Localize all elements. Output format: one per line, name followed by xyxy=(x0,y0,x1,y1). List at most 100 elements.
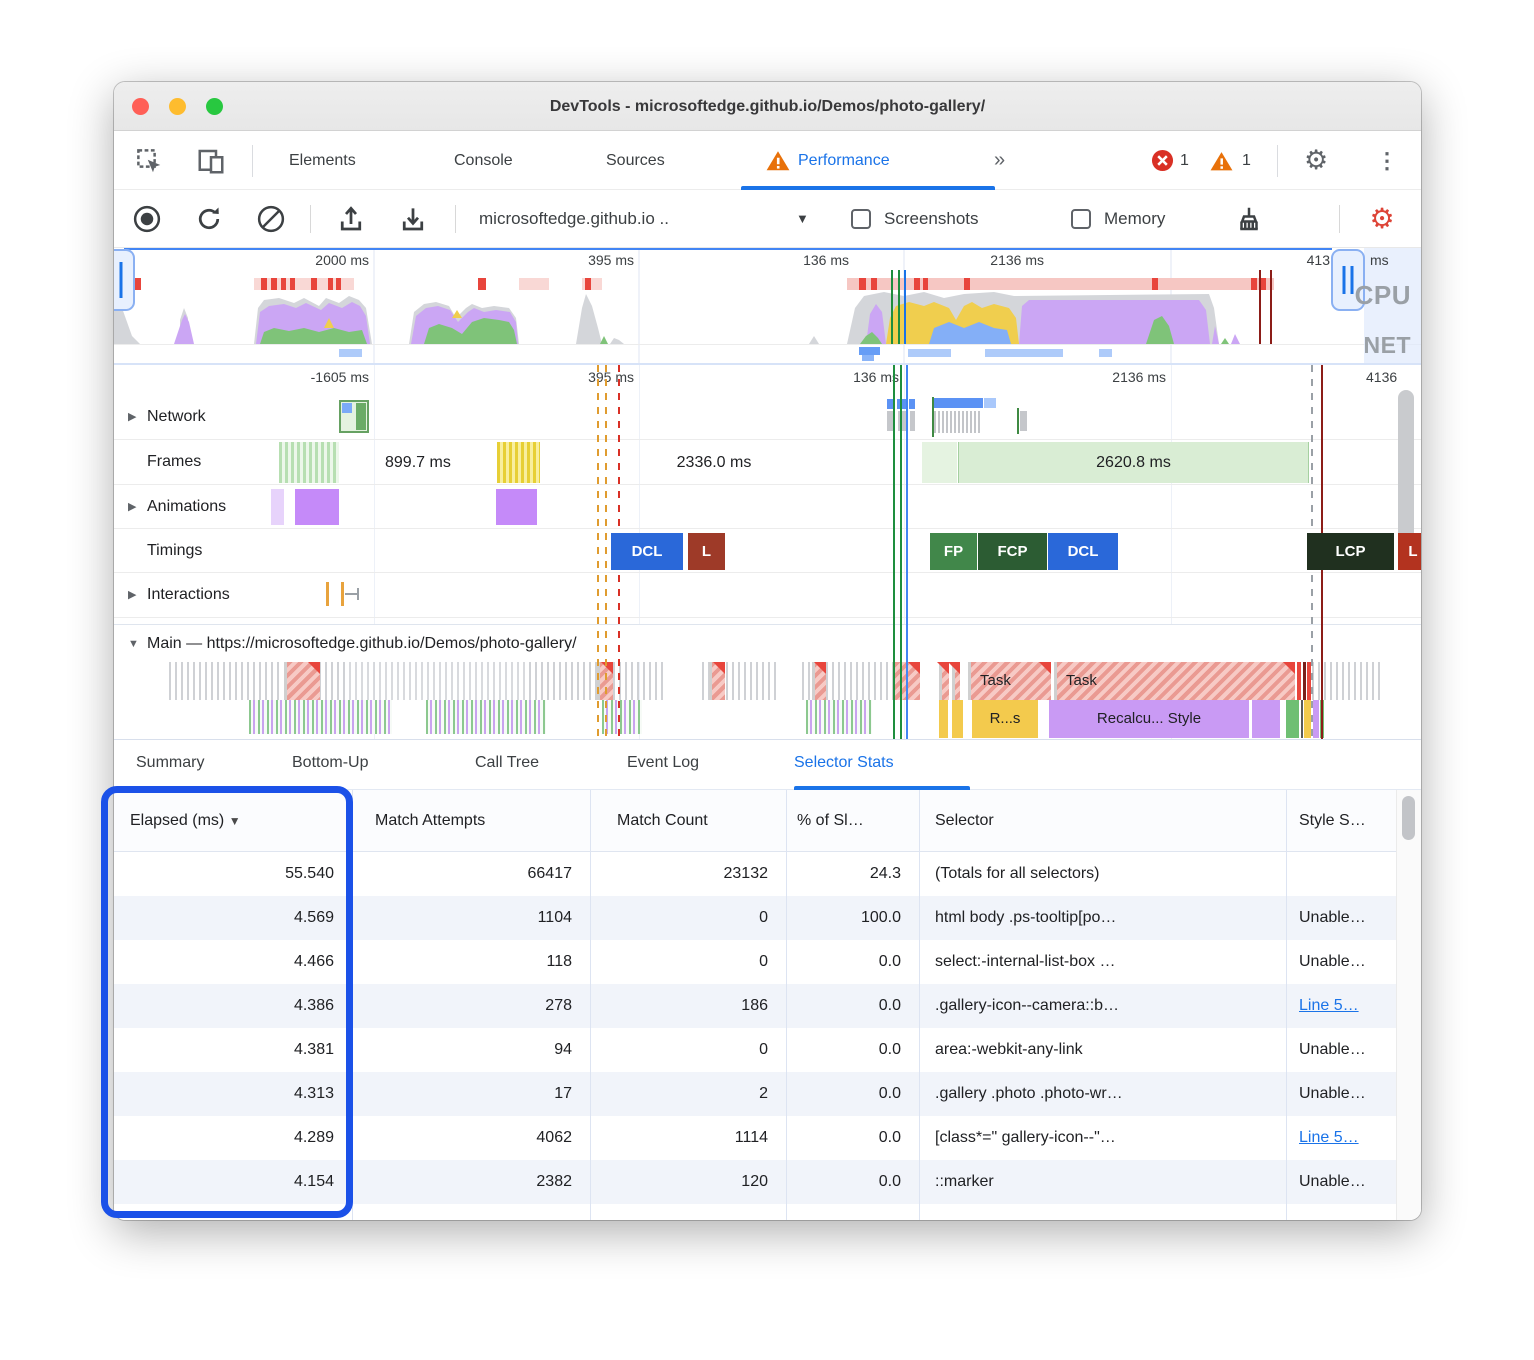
inspect-element-icon[interactable] xyxy=(134,146,164,176)
long-task-bar[interactable] xyxy=(937,662,949,700)
save-profile-icon[interactable] xyxy=(398,204,428,234)
timing-badge-dcl2[interactable]: DCL xyxy=(1048,533,1118,570)
cell-match-attempts: 94 xyxy=(554,1041,572,1058)
recalculate-style-bar[interactable]: Recalcu... Style xyxy=(1049,700,1249,738)
memory-checkbox[interactable] xyxy=(1071,209,1091,229)
overview-left-handle[interactable] xyxy=(114,249,135,311)
screenshots-checkbox[interactable] xyxy=(851,209,871,229)
tab-call-tree[interactable]: Call Tree xyxy=(475,754,540,771)
timing-badge-dcl[interactable]: DCL xyxy=(611,533,683,570)
cell-pct-slow: 100.0 xyxy=(860,909,901,926)
long-task-bar[interactable]: Task xyxy=(1054,662,1295,700)
cell-match-attempts: 17 xyxy=(554,1085,572,1102)
frame-duration: 2336.0 ms xyxy=(676,454,752,471)
timing-badge-fp[interactable]: FP xyxy=(930,533,977,570)
column-header-match-attempts[interactable]: Match Attempts xyxy=(375,812,486,829)
animation-block[interactable] xyxy=(295,489,339,525)
devtools-tabbar: Elements Console Sources Performance » 1… xyxy=(114,131,1421,190)
minimize-window-button[interactable] xyxy=(169,98,186,115)
track-main-thread[interactable]: ▼ Main — https://microsoftedge.github.io… xyxy=(114,624,1421,662)
grid-scrollbar[interactable] xyxy=(1396,790,1421,1220)
tab-sources[interactable]: Sources xyxy=(606,152,665,169)
performance-toolbar: microsoftedge.github.io .. ▼ Screenshots… xyxy=(114,190,1421,248)
table-row[interactable]: 4.381 94 0 0.0 area:-webkit-any-link Una… xyxy=(114,1028,1396,1072)
window-title: DevTools - microsoftedge.github.io/Demos… xyxy=(549,98,986,115)
record-button[interactable] xyxy=(132,204,162,234)
timing-badge-l[interactable]: L xyxy=(688,533,725,570)
long-task-bar[interactable]: Task xyxy=(968,662,1051,700)
table-row[interactable]: 4.569 1104 0 100.0 html body .ps-tooltip… xyxy=(114,896,1396,940)
grid-scrollbar-thumb[interactable] xyxy=(1402,796,1415,840)
cell-style-sheet xyxy=(1286,852,1396,896)
animation-block[interactable] xyxy=(496,489,537,525)
column-header-style-sheet[interactable]: Style S… xyxy=(1299,812,1366,829)
garbage-collect-icon[interactable] xyxy=(1234,204,1264,234)
cell-style-sheet-link[interactable]: Line 5… xyxy=(1299,1129,1359,1146)
tab-performance[interactable]: Performance xyxy=(798,152,890,169)
tab-bottom-up[interactable]: Bottom-Up xyxy=(292,754,369,771)
table-row[interactable]: 4.154 2382 120 0.0 ::marker Unable… xyxy=(114,1160,1396,1204)
disclosure-triangle-icon[interactable]: ▶ xyxy=(128,589,137,601)
run-microtasks-bar[interactable]: R...s xyxy=(972,700,1038,738)
tab-elements[interactable]: Elements xyxy=(289,152,356,169)
zoom-window-button[interactable] xyxy=(206,98,223,115)
timeline-overview[interactable]: 2000 ms 395 ms 136 ms 2136 ms 413 ms CPU… xyxy=(114,248,1421,365)
settings-gear-icon[interactable]: ⚙ xyxy=(1304,145,1329,175)
tracks-scrollbar-thumb[interactable] xyxy=(1398,390,1414,540)
disclosure-triangle-icon[interactable]: ▼ xyxy=(128,638,139,650)
long-frame[interactable]: 2620.8 ms xyxy=(958,442,1309,483)
cell-match-attempts: 4062 xyxy=(536,1129,572,1146)
toolbar-divider-1 xyxy=(310,205,311,233)
overview-time-label: 2136 ms xyxy=(990,252,1044,268)
warning-count[interactable]: 1 xyxy=(1242,152,1251,169)
more-tabs-icon[interactable]: » xyxy=(994,149,1006,171)
long-task-bar[interactable] xyxy=(948,662,960,700)
close-window-button[interactable] xyxy=(132,98,149,115)
sort-desc-icon: ▼ xyxy=(228,814,241,828)
tab-summary[interactable]: Summary xyxy=(136,754,205,771)
overview-right-handle[interactable] xyxy=(1331,249,1365,311)
column-header-selector[interactable]: Selector xyxy=(935,812,994,829)
toolbar-divider-2 xyxy=(455,205,456,233)
tab-selector-stats[interactable]: Selector Stats xyxy=(794,754,894,771)
kebab-menu-icon[interactable]: ⋮ xyxy=(1376,148,1398,173)
animation-block[interactable] xyxy=(271,489,284,525)
table-row[interactable]: 4.313 17 2 0.0 .gallery .photo .photo-wr… xyxy=(114,1072,1396,1116)
load-profile-icon[interactable] xyxy=(336,204,366,234)
tab-console[interactable]: Console xyxy=(454,152,513,169)
table-row[interactable]: 4.289 4062 1114 0.0 [class*=" gallery-ic… xyxy=(114,1116,1396,1160)
column-header-elapsed[interactable]: Elapsed (ms) ▼ xyxy=(130,812,241,829)
tab-event-log[interactable]: Event Log xyxy=(627,754,700,771)
history-dropdown-arrow[interactable]: ▼ xyxy=(796,211,809,226)
table-row[interactable]: 55.540 66417 23132 24.3 (Totals for all … xyxy=(114,852,1396,896)
table-row[interactable]: 4.386 278 186 0.0 .gallery-icon--camera:… xyxy=(114,984,1396,1028)
long-task-bar[interactable] xyxy=(709,662,725,700)
timing-badge-l2[interactable]: L xyxy=(1398,533,1421,570)
column-header-pct-slow[interactable]: % of Sl… xyxy=(797,812,864,829)
track-network[interactable]: ▶ Network xyxy=(114,395,1421,440)
network-request[interactable] xyxy=(339,400,369,433)
long-task-bar[interactable] xyxy=(812,662,826,700)
reload-and-record-button[interactable] xyxy=(194,204,224,234)
overview-time-label: 395 ms xyxy=(588,252,634,268)
track-interactions[interactable]: ▶ Interactions xyxy=(114,573,1421,618)
track-animations[interactable]: ▶ Animations xyxy=(114,485,1421,529)
network-request[interactable] xyxy=(934,398,983,408)
error-count[interactable]: 1 xyxy=(1180,152,1189,169)
cell-style-sheet-link[interactable]: Line 5… xyxy=(1299,997,1359,1014)
table-row[interactable]: 4.466 118 0 0.0 select:-internal-list-bo… xyxy=(114,940,1396,984)
clear-recording-icon[interactable] xyxy=(256,204,286,234)
column-header-match-count[interactable]: Match Count xyxy=(617,812,708,829)
track-timings[interactable]: Timings xyxy=(114,529,1421,573)
long-task-bar[interactable] xyxy=(284,662,320,700)
disclosure-triangle-icon[interactable]: ▶ xyxy=(128,411,137,423)
history-selector[interactable]: microsoftedge.github.io .. xyxy=(479,209,669,228)
timing-badge-lcp[interactable]: LCP xyxy=(1307,533,1394,570)
disclosure-triangle-icon[interactable]: ▶ xyxy=(128,501,137,513)
capture-settings-gear-icon[interactable]: ⚙ xyxy=(1369,203,1395,234)
device-toolbar-icon[interactable] xyxy=(196,146,226,176)
timing-badge-fcp[interactable]: FCP xyxy=(978,533,1047,570)
error-count-icon[interactable] xyxy=(1151,149,1181,179)
track-frames[interactable]: Frames 899.7 ms 2336.0 ms 2620.8 ms xyxy=(114,440,1421,485)
warning-count-icon[interactable] xyxy=(1209,149,1239,179)
